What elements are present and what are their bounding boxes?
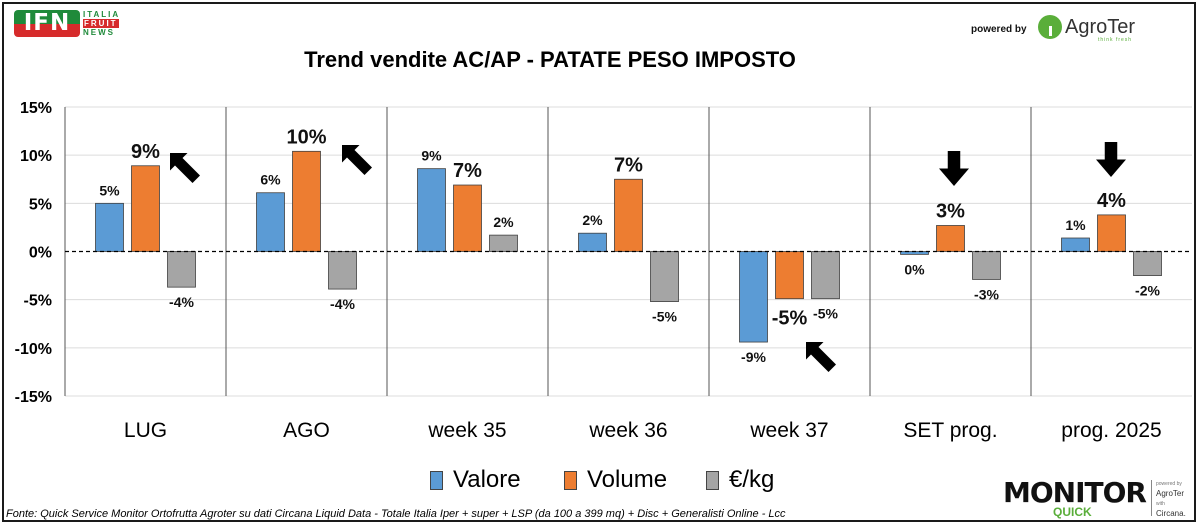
legend-label-valore: Valore — [453, 466, 521, 493]
agroter-tagline: think fresh — [1098, 37, 1133, 43]
legend-label-volume: Volume — [587, 466, 668, 493]
legend-swatch-valore — [430, 470, 443, 490]
powered-by-text: powered by — [971, 24, 1027, 35]
agroter-name: AgroTer — [1065, 16, 1136, 38]
bar-kg-set-prog- — [972, 251, 1001, 280]
data-label: -4% — [169, 294, 194, 310]
legend-item-valore: Valore — [430, 466, 521, 494]
data-label: -5% — [813, 306, 838, 322]
legend-label-eur-kg: €/kg — [729, 466, 775, 493]
legend-swatch-volume — [564, 470, 577, 490]
monitor-brand: AgroTer — [1156, 489, 1185, 498]
data-label: 10% — [286, 126, 326, 148]
monitor-quick-logo: MONITOR QUICK powered by AgroTer with Ci… — [1003, 476, 1193, 520]
bar-volume-ago — [292, 150, 321, 252]
legend-item-eur-kg: €/kg — [706, 466, 774, 494]
bar-volume-lug — [131, 165, 160, 252]
legend-item-volume: Volume — [564, 466, 667, 494]
data-label: 2% — [582, 212, 603, 228]
ifn-line3: NEWS — [83, 28, 115, 37]
y-tick-label: 15% — [20, 100, 52, 117]
data-label: 9% — [131, 141, 160, 163]
bar-valore-ago — [256, 192, 285, 252]
y-tick-label: -10% — [15, 341, 52, 358]
monitor-logo-side: powered by AgroTer with Circana. — [1156, 479, 1186, 519]
legend: Valore Volume €/kg — [0, 466, 1200, 494]
bar-valore-week-37 — [739, 251, 768, 343]
bar-valore-week-36 — [578, 232, 607, 252]
bar-volume-week-35 — [453, 184, 482, 252]
data-label: -5% — [772, 308, 808, 330]
arrow-up-left-icon — [806, 342, 836, 372]
data-label: 1% — [1065, 217, 1086, 233]
data-label: 4% — [1097, 190, 1126, 212]
data-label: 6% — [260, 172, 281, 188]
y-tick-label: -15% — [15, 389, 52, 406]
x-category-label: prog. 2025 — [1061, 419, 1161, 442]
bar-kg-week-37 — [811, 251, 840, 300]
x-category-label: SET prog. — [903, 419, 997, 442]
source-note: Fonte: Quick Service Monitor Ortofrutta … — [6, 508, 786, 520]
bar-volume-week-37 — [775, 251, 804, 300]
data-label: 3% — [936, 200, 965, 222]
data-label: 7% — [453, 160, 482, 182]
arrow-down-icon — [1096, 142, 1126, 177]
arrow-down-icon — [939, 151, 969, 186]
data-label: 9% — [421, 148, 442, 164]
tree-icon — [1038, 15, 1062, 39]
data-label: 7% — [614, 154, 643, 176]
bar-valore-week-35 — [417, 168, 446, 252]
bar-kg-week-36 — [650, 251, 679, 302]
data-label: 0% — [904, 261, 925, 277]
arrow-up-left-icon — [342, 145, 372, 175]
x-category-label: week 37 — [749, 419, 828, 442]
data-label: -5% — [652, 309, 677, 325]
ifn-logo-mark: IFN — [14, 10, 80, 37]
chart-title: Trend vendite AC/AP - PATATE PESO IMPOST… — [304, 47, 796, 72]
chart-frame — [2, 2, 1196, 522]
bar-kg-ago — [328, 251, 357, 290]
bar-valore-lug — [95, 202, 124, 252]
arrow-up-left-icon — [170, 153, 200, 183]
monitor-partner: Circana. — [1156, 509, 1186, 518]
logo-divider — [1151, 480, 1152, 516]
x-category-label: week 35 — [427, 419, 506, 442]
monitor-with: with — [1156, 501, 1165, 507]
monitor-logo-sub: QUICK — [1053, 505, 1092, 519]
data-label: 5% — [99, 182, 120, 198]
bar-valore-prog--2025 — [1061, 237, 1090, 252]
monitor-logo-main: MONITOR — [1003, 476, 1147, 509]
bar-kg-lug — [167, 251, 196, 288]
data-label: -9% — [741, 349, 766, 365]
y-tick-label: 10% — [20, 148, 52, 165]
data-label: 2% — [493, 214, 514, 230]
ifn-logo-text: IFN — [23, 10, 71, 36]
bar-kg-week-35 — [489, 234, 518, 252]
bar-volume-set-prog- — [936, 225, 965, 252]
x-category-label: LUG — [124, 419, 167, 442]
y-tick-label: -5% — [24, 293, 52, 310]
agroter-logo: AgroTer think fresh — [1038, 14, 1158, 43]
x-category-label: week 36 — [588, 419, 667, 442]
bar-kg-prog--2025 — [1133, 251, 1162, 276]
y-tick-label: 0% — [29, 245, 52, 262]
monitor-powered: powered by — [1156, 481, 1182, 487]
data-label: -4% — [330, 296, 355, 312]
x-category-label: AGO — [283, 419, 330, 442]
data-label: -3% — [974, 286, 999, 302]
legend-swatch-eur-kg — [706, 470, 719, 490]
ifn-line1: ITALIA — [83, 10, 121, 19]
y-tick-label: 5% — [29, 196, 52, 213]
data-label: -2% — [1135, 283, 1160, 299]
ifn-line2: FRUIT — [83, 19, 119, 28]
bar-volume-week-36 — [614, 178, 643, 252]
bar-volume-prog--2025 — [1097, 214, 1126, 252]
ifn-logo-words: ITALIA FRUIT NEWS — [83, 10, 120, 37]
ifn-logo: IFN ITALIA FRUIT NEWS — [14, 10, 124, 38]
